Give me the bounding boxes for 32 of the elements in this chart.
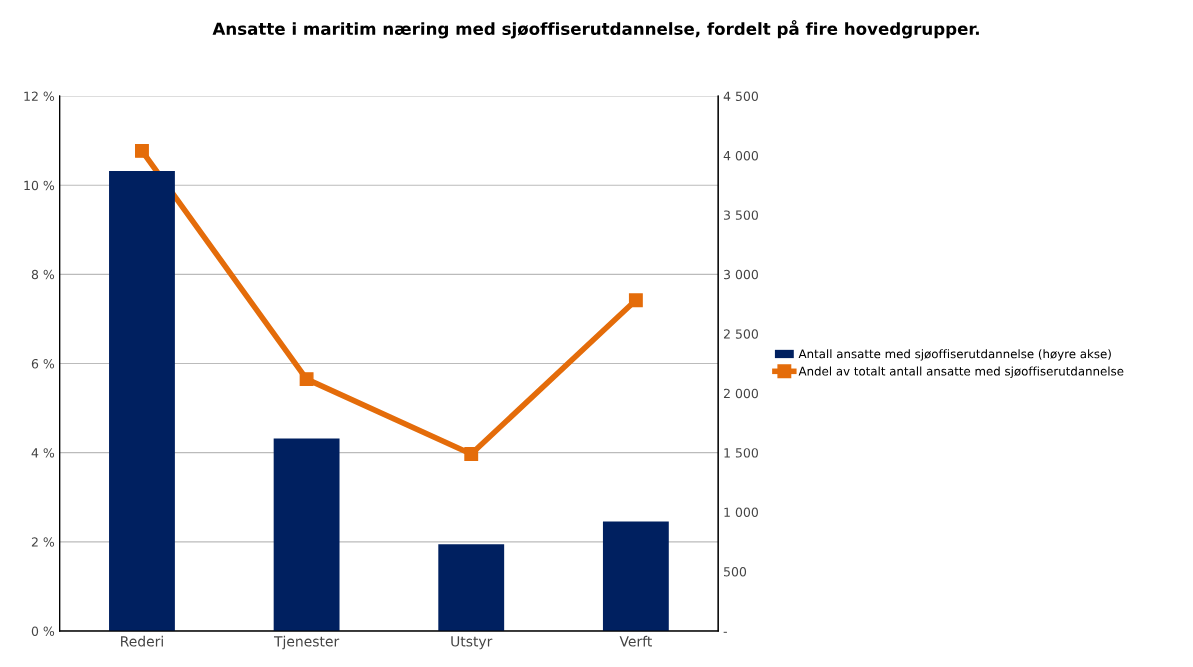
y2-tick-label: 1 500 xyxy=(724,448,758,458)
y2-tick-label: 3 000 xyxy=(724,269,758,280)
y-tick-label: 2 % xyxy=(31,537,55,547)
y-tick-label: 6 % xyxy=(31,358,55,369)
point xyxy=(464,447,479,461)
x-tick-label: Tjenester xyxy=(273,635,340,650)
bar xyxy=(273,438,340,631)
bar xyxy=(109,170,175,631)
bar xyxy=(438,544,505,631)
y2-tick-label: 500 xyxy=(724,567,747,577)
point xyxy=(135,143,149,158)
y2-tick-label: - xyxy=(723,631,727,633)
y2-tick-label: 1 000 xyxy=(724,507,758,518)
y-tick-label: 8 % xyxy=(31,269,55,280)
y2-tick-label: 4 500 xyxy=(723,91,758,101)
x-tick-label: Utstyr xyxy=(451,636,493,650)
y2-tick-label: 2 500 xyxy=(723,329,758,339)
y2-tick-label: 3 500 xyxy=(724,210,758,220)
y2-tick-label: 4 000 xyxy=(723,150,758,161)
y-tick-label: 10 % xyxy=(24,180,55,191)
chart-title: Ansatte i maritim næring med sjøoffiserutdannelse, fordelt på fire hovedgrupper. xyxy=(212,20,979,39)
bar xyxy=(602,521,669,631)
y-tick-label: 0 % xyxy=(31,626,55,636)
y2-tick-label: 2 000 xyxy=(723,388,758,399)
x-tick-label: Verft xyxy=(619,635,652,647)
legend-label: Andel av totalt antall ansatte med sjøoffiserutdannelse xyxy=(798,366,1124,378)
point xyxy=(299,372,314,387)
y-tick-label: 4 % xyxy=(31,448,55,458)
y-tick-label: 12 % xyxy=(24,91,55,101)
x-tick-label: Rederi xyxy=(121,635,163,647)
point xyxy=(628,293,643,308)
legend-label: Antall ansatte med sjøoffiserutdannelse (høyre akse) xyxy=(798,349,1111,361)
